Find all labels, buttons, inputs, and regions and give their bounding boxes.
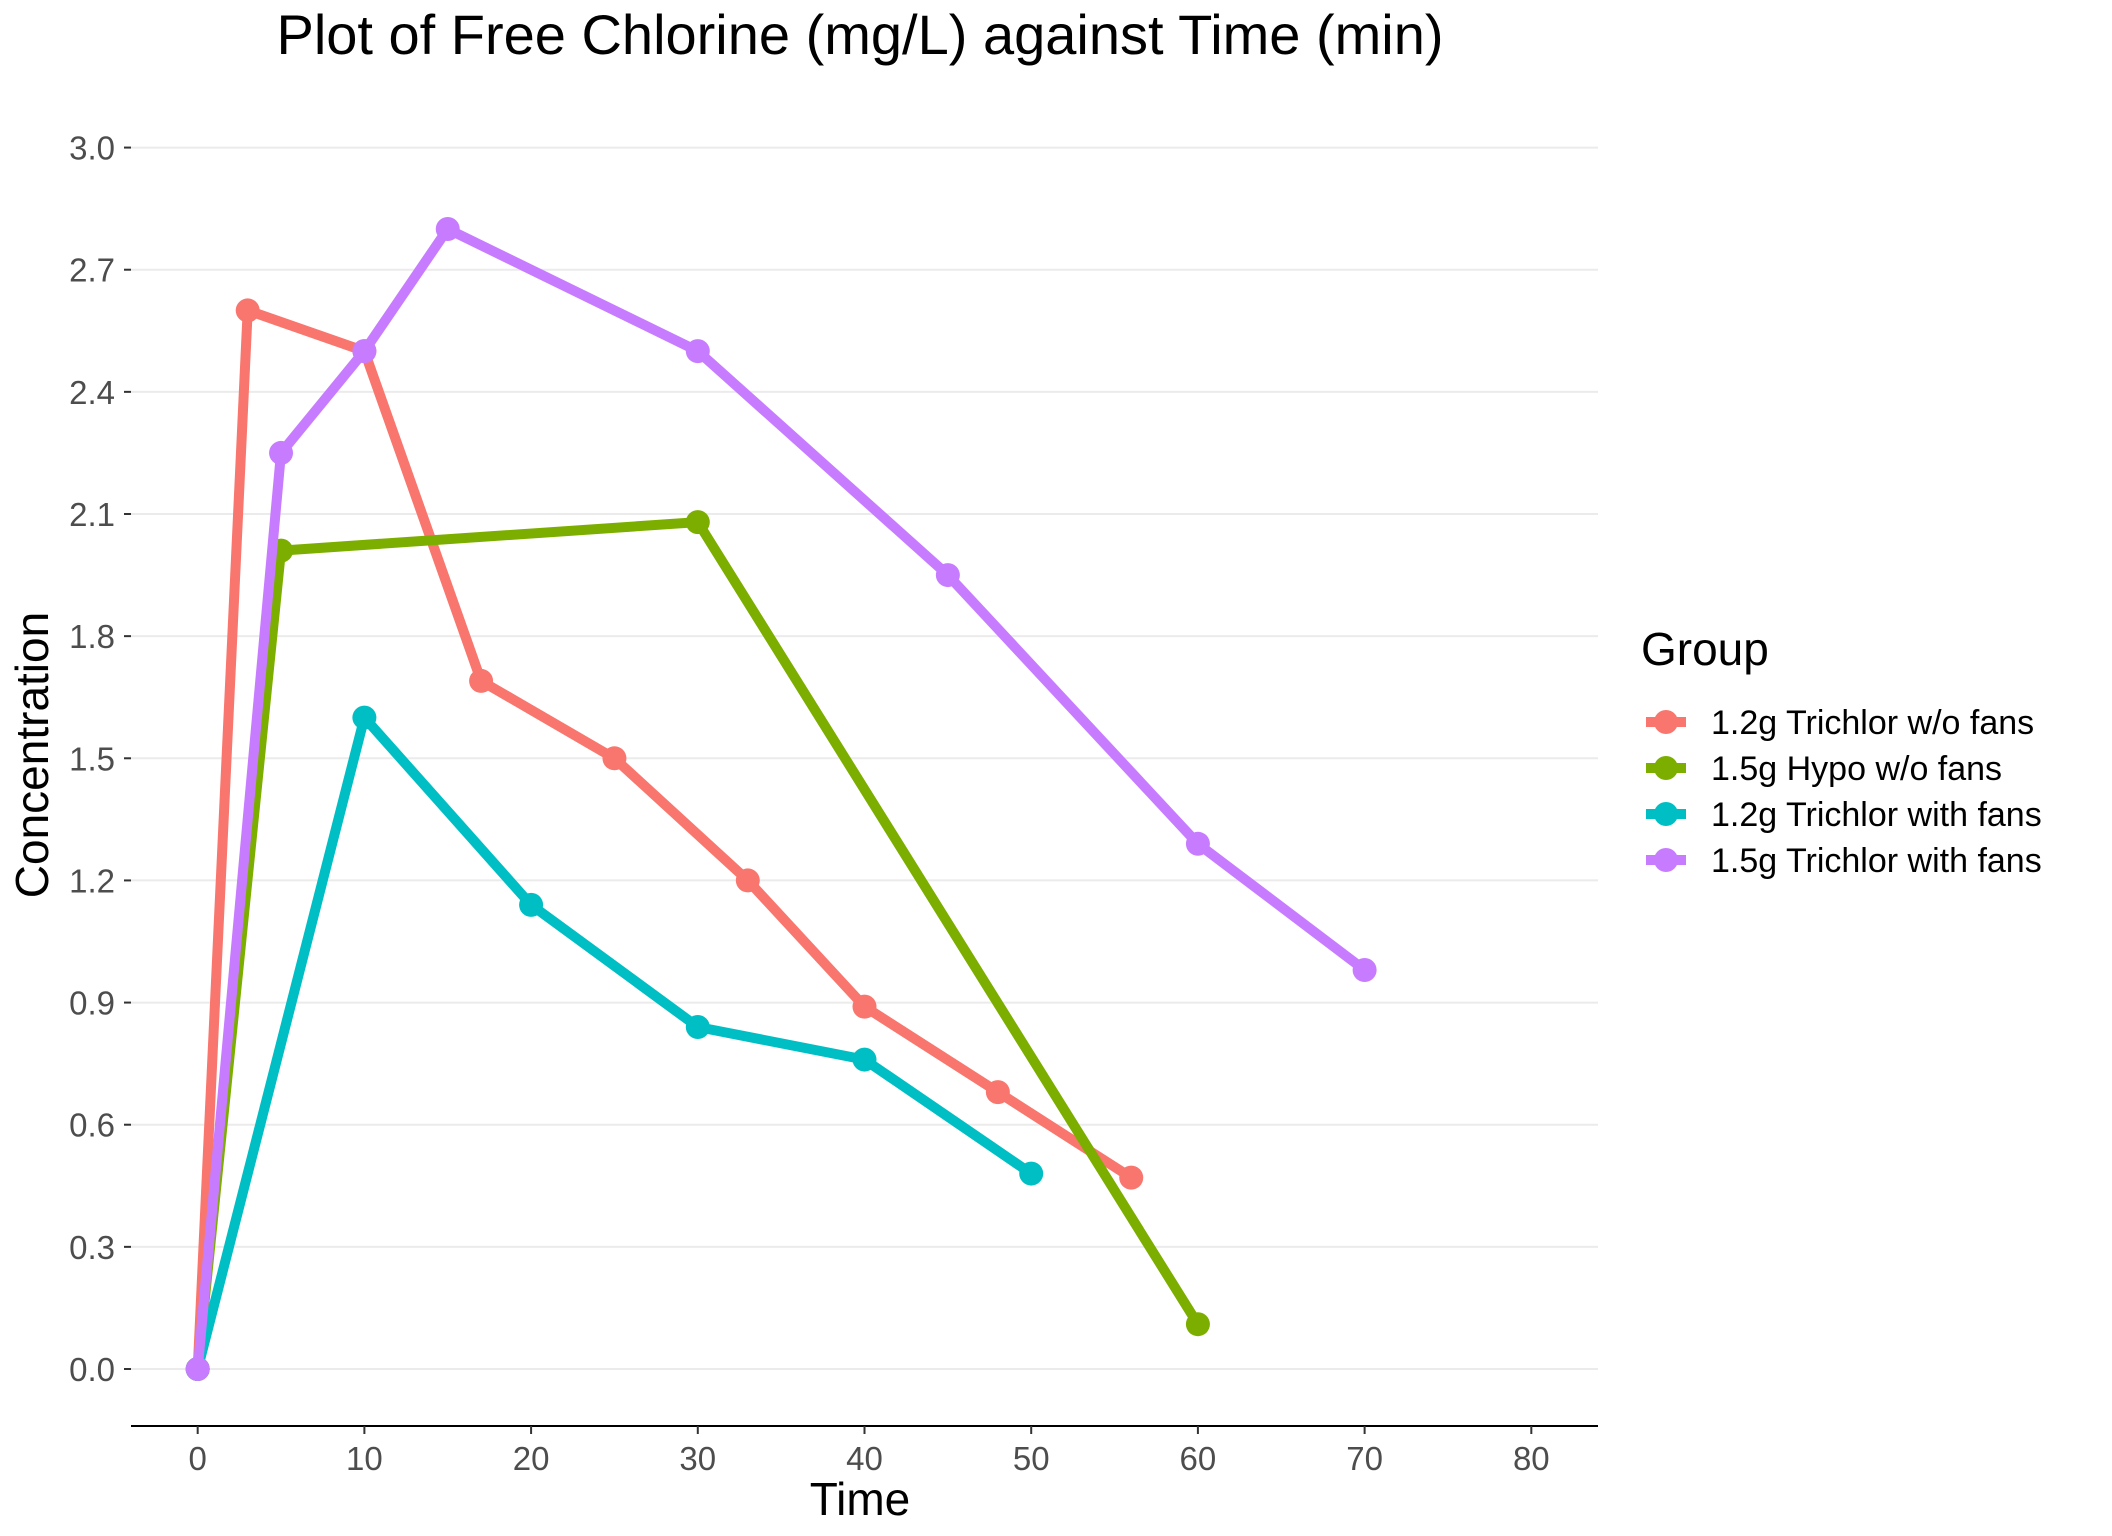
data-point <box>519 892 544 917</box>
x-tick-label: 70 <box>1346 1440 1383 1477</box>
series-line <box>192 224 1368 1370</box>
x-tick-label: 60 <box>1180 1440 1217 1477</box>
data-point <box>685 339 710 364</box>
x-tick-label: 10 <box>346 1440 383 1477</box>
y-tick-label: 1.2 <box>69 862 115 899</box>
series-3 <box>185 705 1044 1381</box>
data-point <box>352 339 377 364</box>
series-line <box>192 517 1203 1370</box>
legend-item: 1.5g Trichlor with fans <box>1646 842 2042 880</box>
legend-item: 1.2g Trichlor with fans <box>1646 796 2042 834</box>
legend: Group 1.2g Trichlor w/o fans 1.5g Hypo w/… <box>1641 623 2042 880</box>
data-point <box>735 868 760 893</box>
y-tick-label: 0.3 <box>69 1229 115 1266</box>
series-4 <box>185 217 1377 1381</box>
x-tick-label: 20 <box>513 1440 550 1477</box>
data-point <box>469 668 494 693</box>
legend-key-point <box>1654 710 1678 734</box>
data-point <box>1185 831 1210 856</box>
y-tick-label: 0.6 <box>69 1107 115 1144</box>
data-point <box>435 217 460 241</box>
y-tick-label: 0.0 <box>69 1351 115 1388</box>
y-tick-label: 2.7 <box>69 252 115 289</box>
data-point <box>235 298 260 323</box>
y-tick-label: 2.4 <box>69 374 115 411</box>
chart-title: Plot of Free Chlorine (mg/L) against Tim… <box>276 3 1443 66</box>
data-point <box>602 746 627 771</box>
data-point <box>852 994 877 1019</box>
data-point <box>185 1357 210 1381</box>
x-tick-label: 30 <box>679 1440 716 1477</box>
legend-key-point <box>1654 756 1678 780</box>
legend-label: 1.2g Trichlor w/o fans <box>1711 704 2034 742</box>
legend-label: 1.5g Trichlor with fans <box>1711 842 2042 880</box>
x-tick-label: 80 <box>1513 1440 1550 1477</box>
x-axis-title: Time <box>810 1473 911 1525</box>
series-line <box>192 712 1035 1371</box>
y-tick-label: 1.5 <box>69 740 115 777</box>
legend-title: Group <box>1641 623 1769 675</box>
x-tick-label: 50 <box>1013 1440 1050 1477</box>
y-tick-label: 1.8 <box>69 618 115 655</box>
data-point <box>685 1015 710 1039</box>
data-point <box>269 440 294 465</box>
data-point <box>985 1080 1010 1105</box>
data-point <box>1019 1161 1044 1186</box>
data-point <box>1119 1165 1144 1190</box>
y-tick-label: 0.9 <box>69 985 115 1022</box>
legend-key-point <box>1654 802 1678 826</box>
legend-key-point <box>1654 848 1678 872</box>
data-point <box>352 705 377 730</box>
y-axis: 0.0 0.3 0.6 0.9 1.2 1.5 1.8 2.1 2.4 2.7 3.0 <box>69 130 131 1388</box>
legend-item: 1.2g Trichlor w/o fans <box>1646 704 2034 742</box>
x-tick-label: 0 <box>189 1440 207 1477</box>
data-point <box>1185 1312 1210 1337</box>
data-point <box>852 1047 877 1072</box>
data-point <box>1352 958 1377 982</box>
legend-label: 1.2g Trichlor with fans <box>1711 796 2042 834</box>
grid <box>131 146 1598 1370</box>
x-tick-label: 40 <box>846 1440 883 1477</box>
y-axis-title: Concentration <box>6 612 58 898</box>
data-point <box>935 563 960 588</box>
legend-label: 1.5g Hypo w/o fans <box>1711 750 2002 788</box>
series-layer <box>185 217 1377 1381</box>
legend-item: 1.5g Hypo w/o fans <box>1646 750 2002 788</box>
x-axis: 0 10 20 30 40 50 60 70 80 <box>189 1426 1550 1477</box>
y-tick-label: 2.1 <box>69 496 115 533</box>
series-2 <box>185 510 1210 1381</box>
y-tick-label: 3.0 <box>69 130 115 167</box>
legend-items: 1.2g Trichlor w/o fans 1.5g Hypo w/o fans… <box>1646 704 2042 880</box>
data-point <box>685 510 710 535</box>
